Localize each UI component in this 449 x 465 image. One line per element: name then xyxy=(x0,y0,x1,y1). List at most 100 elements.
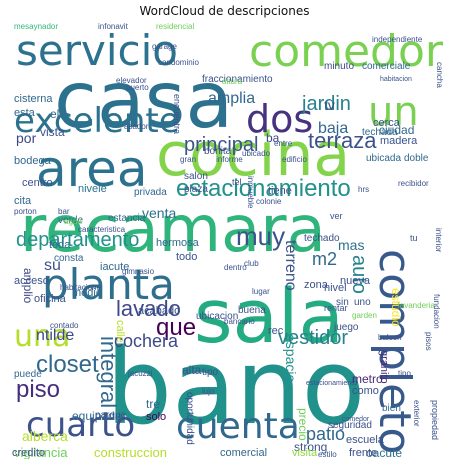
wordcloud-word: tv xyxy=(324,97,335,113)
wordcloud-word: ubicado xyxy=(242,149,271,158)
wordcloud-word: nivele xyxy=(78,183,107,195)
wordcloud-word: gran xyxy=(180,155,197,164)
wordcloud-word: plaza xyxy=(184,184,208,195)
wordcloud-word: juego xyxy=(334,322,359,333)
wordcloud-word: lujo xyxy=(202,387,215,396)
wordcloud-word: espacio xyxy=(283,334,299,383)
wordcloud-word: recibidor xyxy=(398,179,429,188)
wordcloud-word: recamara xyxy=(20,193,326,267)
wordcloud-word: propiedad xyxy=(430,400,440,441)
wordcloud-word: techada xyxy=(362,127,398,138)
wordcloud-word: amplia xyxy=(208,90,256,107)
wordcloud-word: cochera xyxy=(114,331,179,351)
wordcloud-word: acabado xyxy=(138,305,181,317)
wordcloud-word: minuto xyxy=(324,61,355,72)
wordcloud-word: baja xyxy=(318,120,349,137)
wordcloud-word: puerto xyxy=(126,83,149,92)
wordcloud-word: excelente xyxy=(14,101,180,141)
wordcloud-word: alberca xyxy=(22,428,68,444)
wordcloud-word: terreno xyxy=(282,240,299,291)
wordcloud-word: salon xyxy=(184,171,208,182)
wordcloud-word: encuentra xyxy=(172,94,182,135)
word-cloud: recamara bano sala casa cocina completo planta… xyxy=(6,22,443,459)
wordcloud-word: area xyxy=(36,140,148,198)
wordcloud-word: infonavit xyxy=(98,22,128,31)
wordcloud-word: por xyxy=(16,130,37,146)
wordcloud-word: altura xyxy=(222,77,243,86)
wordcloud-word: calle xyxy=(114,320,126,343)
wordcloud-word: garage xyxy=(152,42,177,51)
wordcloud-word: estacionamiento xyxy=(306,380,357,387)
wordcloud-word: parque xyxy=(95,410,127,421)
wordcloud-word: comedor xyxy=(342,416,370,423)
wordcloud-word: nueva xyxy=(340,275,370,287)
wordcloud-word: informe xyxy=(216,155,243,164)
wordcloud-word: comercial xyxy=(220,447,268,459)
wordcloud-word: alta xyxy=(182,363,202,377)
wordcloud-word: cuarto xyxy=(26,405,136,445)
wordcloud-word: sin xyxy=(336,297,349,308)
wordcloud-word: estacionamiento xyxy=(176,175,351,202)
wordcloud-word: frente xyxy=(349,447,378,459)
wordcloud-word: ba xyxy=(266,131,280,145)
wordcloud-word: comerciale xyxy=(362,61,411,72)
wordcloud-word: ubicada xyxy=(366,153,402,164)
wordcloud-word: mesaynador xyxy=(14,22,59,31)
wordcloud-word: hrs xyxy=(358,185,370,194)
wordcloud-word: dos xyxy=(246,97,314,141)
wordcloud-word: construccion xyxy=(94,445,167,459)
wordcloud-word: inmueble xyxy=(246,176,255,209)
wordcloud-word: madera xyxy=(380,135,418,147)
wordcloud-word: piso xyxy=(16,376,61,403)
wordcloud-word: puede xyxy=(14,369,42,380)
wordcloud-word: edificio xyxy=(282,155,307,164)
wordcloud-word: todo xyxy=(176,251,198,263)
wordcloud-word: uno xyxy=(354,297,371,308)
wordcloud-word: lugar xyxy=(252,287,270,296)
wordcloud-word: comedor xyxy=(249,26,443,77)
wordcloud-word: esta xyxy=(14,107,35,119)
wordcloud-word: bien xyxy=(382,403,401,414)
wordcloud-word: bodega xyxy=(14,155,51,167)
wordcloud-word: cerca xyxy=(373,117,400,129)
wordcloud-word: pisos xyxy=(424,332,433,351)
wordcloud-word: bonita xyxy=(204,146,232,157)
wordcloud-word: balcon xyxy=(378,333,402,342)
wordcloud-word: buena xyxy=(238,305,266,316)
wordcloud-word: oportunidad xyxy=(184,392,195,445)
wordcloud-word: escuela xyxy=(346,434,384,446)
wordcloud-word: contado xyxy=(50,321,79,330)
wordcloud-word: ntilde xyxy=(36,327,75,344)
wordcloud-word: bano xyxy=(106,326,366,448)
wordcloud-word: agua xyxy=(64,217,82,226)
wordcloud-word: bancario xyxy=(224,317,255,326)
wordcloud-word: estancia xyxy=(108,213,146,224)
wordcloud-word: estilo xyxy=(318,450,337,459)
wordcloud-word: rentar xyxy=(324,303,348,313)
wordcloud-word: metro xyxy=(352,372,383,386)
wordcloud-word: como xyxy=(352,385,379,397)
wordcloud-word: colonie xyxy=(256,197,282,206)
wordcloud-word: mas xyxy=(338,237,365,253)
wordcloud-word: sala xyxy=(194,274,344,360)
wordcloud-word: oficina xyxy=(34,293,66,305)
wordcloud-word: vestidor xyxy=(278,327,349,349)
wordcloud-word: visita xyxy=(292,447,318,459)
wordcloud-word: caracteristica xyxy=(78,225,126,234)
wordcloud-word: residencial xyxy=(156,22,195,31)
wordcloud-word: el xyxy=(50,107,60,121)
wordcloud-word: consta xyxy=(54,253,84,264)
wordcloud-word: terraza xyxy=(308,128,377,153)
wordcloud-word: su xyxy=(44,257,61,274)
wordcloud-word: seguridad xyxy=(328,420,372,431)
wordcloud-word: tipo xyxy=(202,367,219,378)
wordcloud-word: servicio xyxy=(16,26,178,75)
wordcloud-word: independiente xyxy=(372,35,423,44)
wordcloud-word: entre xyxy=(274,139,293,148)
wordcloud-word: lavado xyxy=(116,296,181,321)
chart-title: WordCloud de descripciones xyxy=(139,4,310,18)
wordcloud-word: medio xyxy=(72,287,102,299)
wordcloud-word: cita xyxy=(14,195,32,207)
wordcloud-word: fraccionamiento xyxy=(202,74,273,85)
wordcloud-word: planta xyxy=(42,260,175,309)
